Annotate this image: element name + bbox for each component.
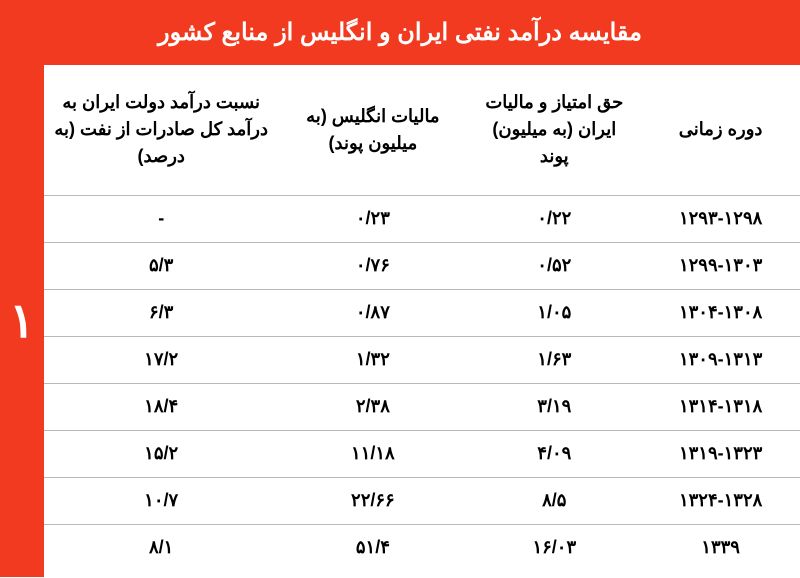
cell: ۱/۰۵ [467, 289, 641, 336]
cell: ۵/۳ [44, 242, 278, 289]
cell: ۱/۶۳ [467, 336, 641, 383]
cell: ۶/۳ [44, 289, 278, 336]
cell: ۲۲/۶۶ [278, 477, 467, 524]
cell: ۵۱/۴ [278, 524, 467, 571]
table-header-row: دوره زمانی حق امتیاز و مالیات ایران (به … [44, 65, 800, 195]
cell: ۱۲۹۹-۱۳۰۳ [641, 242, 800, 289]
cell: ۱۳۳۹ [641, 524, 800, 571]
col-header-iran-share: نسبت درآمد دولت ایران به درآمد کل صادرات… [44, 65, 278, 195]
table-body: ۱۲۹۳-۱۲۹۸ ۰/۲۲ ۰/۲۳ - ۱۲۹۹-۱۳۰۳ ۰/۵۲ ۰/۷… [44, 195, 800, 571]
title-bar: مقایسه درآمد نفتی ایران و انگلیس از مناب… [0, 0, 800, 65]
table-row: ۱۳۱۴-۱۳۱۸ ۳/۱۹ ۲/۳۸ ۱۸/۴ [44, 383, 800, 430]
table-row: ۱۳۰۴-۱۳۰۸ ۱/۰۵ ۰/۸۷ ۶/۳ [44, 289, 800, 336]
cell: - [44, 195, 278, 242]
side-number-badge: ۱ [0, 65, 44, 577]
table-row: ۱۳۱۹-۱۳۲۳ ۴/۰۹ ۱۱/۱۸ ۱۵/۲ [44, 430, 800, 477]
cell: ۱۵/۲ [44, 430, 278, 477]
col-header-period: دوره زمانی [641, 65, 800, 195]
table-row: ۱۳۳۹ ۱۶/۰۳ ۵۱/۴ ۸/۱ [44, 524, 800, 571]
table-row: ۱۲۹۳-۱۲۹۸ ۰/۲۲ ۰/۲۳ - [44, 195, 800, 242]
cell: ۱۰/۷ [44, 477, 278, 524]
table-row: ۱۲۹۹-۱۳۰۳ ۰/۵۲ ۰/۷۶ ۵/۳ [44, 242, 800, 289]
cell: ۳/۱۹ [467, 383, 641, 430]
cell: ۱۳۱۹-۱۳۲۳ [641, 430, 800, 477]
table-row: ۱۳۲۴-۱۳۲۸ ۸/۵ ۲۲/۶۶ ۱۰/۷ [44, 477, 800, 524]
cell: ۱۷/۲ [44, 336, 278, 383]
cell: ۰/۲۲ [467, 195, 641, 242]
cell: ۱۱/۱۸ [278, 430, 467, 477]
table-row: ۱۳۰۹-۱۳۱۳ ۱/۶۳ ۱/۳۲ ۱۷/۲ [44, 336, 800, 383]
cell: ۱/۳۲ [278, 336, 467, 383]
cell: ۸/۱ [44, 524, 278, 571]
cell: ۰/۲۳ [278, 195, 467, 242]
cell: ۰/۷۶ [278, 242, 467, 289]
cell: ۱۳۰۴-۱۳۰۸ [641, 289, 800, 336]
cell: ۲/۳۸ [278, 383, 467, 430]
cell: ۴/۰۹ [467, 430, 641, 477]
cell: ۱۶/۰۳ [467, 524, 641, 571]
cell: ۱۳۱۴-۱۳۱۸ [641, 383, 800, 430]
cell: ۱۳۰۹-۱۳۱۳ [641, 336, 800, 383]
cell: ۰/۸۷ [278, 289, 467, 336]
cell: ۱۸/۴ [44, 383, 278, 430]
data-table: دوره زمانی حق امتیاز و مالیات ایران (به … [44, 65, 800, 571]
col-header-uk-tax: مالیات انگلیس (به میلیون پوند) [278, 65, 467, 195]
content-area: دوره زمانی حق امتیاز و مالیات ایران (به … [0, 65, 800, 577]
cell: ۱۳۲۴-۱۳۲۸ [641, 477, 800, 524]
cell: ۱۲۹۳-۱۲۹۸ [641, 195, 800, 242]
col-header-iran-royalty: حق امتیاز و مالیات ایران (به میلیون) پون… [467, 65, 641, 195]
cell: ۰/۵۲ [467, 242, 641, 289]
table-container: دوره زمانی حق امتیاز و مالیات ایران (به … [44, 65, 800, 577]
cell: ۸/۵ [467, 477, 641, 524]
